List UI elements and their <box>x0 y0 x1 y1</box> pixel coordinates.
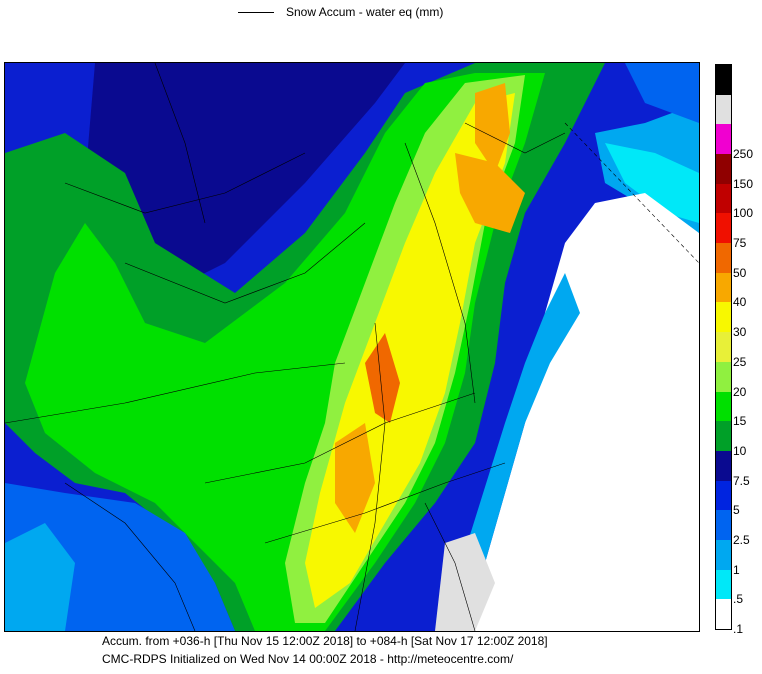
map-canvas <box>5 63 699 631</box>
colorbar-label: 40 <box>733 295 747 309</box>
boundary-line-7 <box>64 152 306 214</box>
legend-line-swatch <box>238 11 274 13</box>
orange-region-north <box>475 83 510 173</box>
orange-region-northeast <box>455 153 525 233</box>
colorbar-label: 7.5 <box>733 474 750 488</box>
gray-patch <box>435 533 495 631</box>
legend: Snow Accum - water eq (mm) <box>238 4 443 20</box>
colorbar-segment <box>716 183 731 214</box>
boundary-line-11 <box>424 502 476 631</box>
colorbar-segment <box>716 599 731 629</box>
boundary-line-4 <box>264 462 506 544</box>
colorbar-label: 50 <box>733 266 747 280</box>
orange-region-south <box>335 423 375 533</box>
footer-accum-period: Accum. from +036-h [Thu Nov 15 12:00Z 20… <box>102 634 548 648</box>
colorbar-label: 75 <box>733 236 747 250</box>
southwest-light-blue <box>5 523 75 631</box>
boundary-line-5 <box>354 322 386 631</box>
snow-accumulation-map <box>4 62 700 632</box>
boundary-line-9 <box>464 122 566 154</box>
boundary-line-3 <box>204 392 476 484</box>
colorbar-segment <box>716 154 731 184</box>
colorbar-segment <box>716 391 731 422</box>
colorbar-segment <box>716 569 731 600</box>
boundary-line-8 <box>154 63 206 224</box>
boundary-line-6 <box>404 142 476 404</box>
colorbar-label: 2.5 <box>733 533 750 547</box>
colorbar-label: 25 <box>733 355 747 369</box>
colorbar-segment <box>716 510 731 540</box>
ocean-cyan-ne <box>605 143 699 223</box>
colorbar-segment <box>716 213 731 244</box>
boundary-line-2 <box>124 222 366 304</box>
ocean-blue-ne <box>625 63 699 123</box>
colorbar-segment <box>716 421 731 451</box>
colorbar-label: .5 <box>733 592 744 606</box>
colorbar-label: 100 <box>733 206 754 220</box>
colorbar-segment <box>716 124 731 154</box>
orange-region-central <box>365 333 400 423</box>
coastal-light-blue <box>455 273 580 603</box>
colorbar-segment <box>716 450 731 481</box>
colorbar <box>715 64 732 630</box>
boundary-line-10 <box>64 482 196 631</box>
colorbar-segment <box>716 302 731 333</box>
colorbar-segment <box>716 94 731 125</box>
colorbar-segment <box>716 539 731 570</box>
colorbar-label: 10 <box>733 444 747 458</box>
colorbar-segment <box>716 361 731 392</box>
colorbar-label: 30 <box>733 325 747 339</box>
colorbar-label: 250 <box>733 147 754 161</box>
boundary-lines <box>5 63 566 631</box>
colorbar-segment <box>716 480 731 511</box>
colorbar-label: 150 <box>733 177 754 191</box>
boundary-line-1 <box>5 362 346 424</box>
colorbar-label: 15 <box>733 414 747 428</box>
no-snow-ocean <box>465 193 699 631</box>
colorbar-segment <box>716 243 731 273</box>
dashed-boundary <box>564 122 699 264</box>
colorbar-segment <box>716 272 731 303</box>
colorbar-label: 1 <box>733 563 740 577</box>
legend-series-label: Snow Accum - water eq (mm) <box>286 5 444 19</box>
colorbar-label: .1 <box>733 622 744 636</box>
colorbar-label: 20 <box>733 385 747 399</box>
footer-model-init: CMC-RDPS Initialized on Wed Nov 14 00:00… <box>102 652 514 666</box>
colorbar-label: 5 <box>733 503 740 517</box>
colorbar-segment <box>716 64 731 95</box>
colorbar-segment <box>716 332 731 362</box>
